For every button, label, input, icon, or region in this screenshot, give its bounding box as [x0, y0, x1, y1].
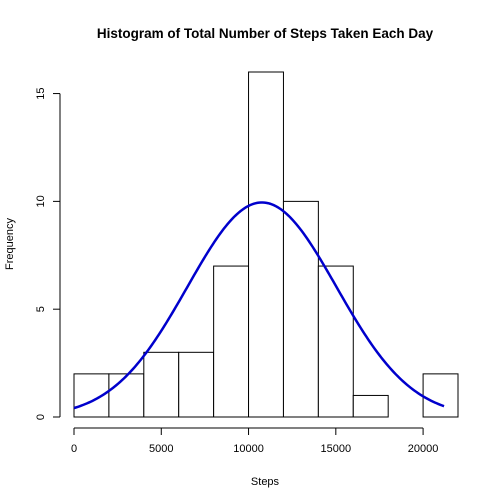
normal-curve — [73, 201, 445, 410]
histogram-bar-2 — [143, 351, 180, 418]
histogram-bar-3 — [178, 351, 215, 418]
bars — [73, 71, 459, 418]
histogram-bar-4 — [213, 265, 250, 418]
y-tick-label: 0 — [35, 414, 47, 420]
x-tick-label: 0 — [71, 443, 77, 455]
histogram-bar-8 — [352, 394, 389, 418]
x-axis: 0 5000 10000 15000 20000 — [71, 427, 439, 455]
histogram-bar-10 — [422, 373, 459, 418]
histogram-bar-1 — [108, 373, 145, 418]
y-axis-label: Frequency — [4, 218, 16, 270]
y-tick-label: 10 — [35, 195, 47, 207]
chart-title: Histogram of Total Number of Steps Taken… — [97, 26, 434, 41]
x-tick-label: 10000 — [233, 443, 264, 455]
y-tick-label: 5 — [35, 306, 47, 312]
x-tick-label: 15000 — [321, 443, 352, 455]
x-axis-label: Steps — [251, 476, 280, 488]
y-axis: 0 5 10 15 — [35, 87, 61, 420]
x-tick-label: 20000 — [408, 443, 439, 455]
histogram-bar-5 — [248, 71, 284, 418]
histogram-bar-7 — [317, 265, 354, 418]
x-tick-label: 5000 — [149, 443, 173, 455]
histogram-bar-6 — [282, 200, 319, 418]
y-tick-label: 15 — [35, 87, 47, 99]
